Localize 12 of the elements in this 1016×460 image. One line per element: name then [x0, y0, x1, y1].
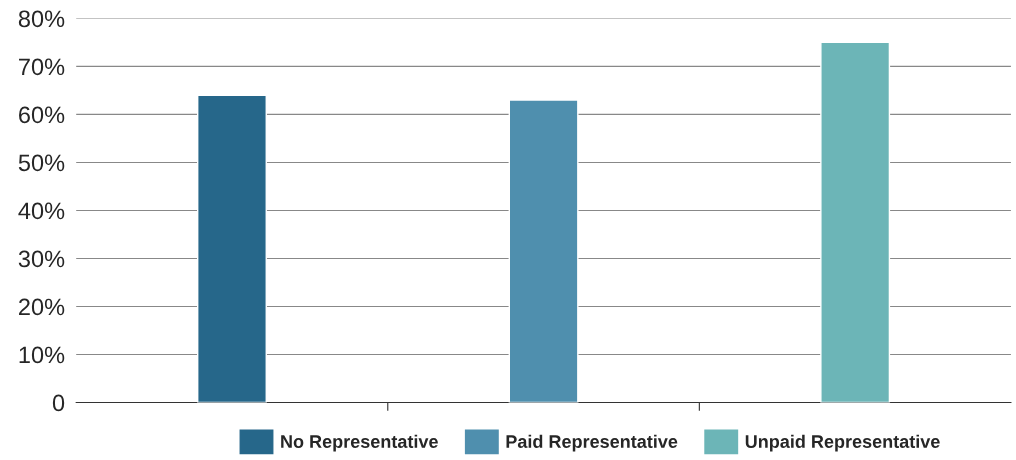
y-tick-label: 80%	[18, 10, 65, 28]
y-tick-label: 10%	[19, 346, 65, 364]
y-tick-label: 50%	[18, 154, 65, 172]
legend-label: Paid Representative	[506, 434, 678, 452]
y-tick-label: 70%	[19, 58, 65, 76]
legend-label: Unpaid Representative	[745, 434, 940, 452]
y-tick-label: 60%	[19, 106, 65, 124]
y-tick-label: 0	[52, 394, 65, 412]
y-tick-label: 20%	[19, 298, 65, 316]
y-tick-label: 30%	[18, 250, 65, 268]
y-tick-label: 40%	[18, 202, 65, 220]
legend-label: No Representative	[281, 434, 438, 452]
